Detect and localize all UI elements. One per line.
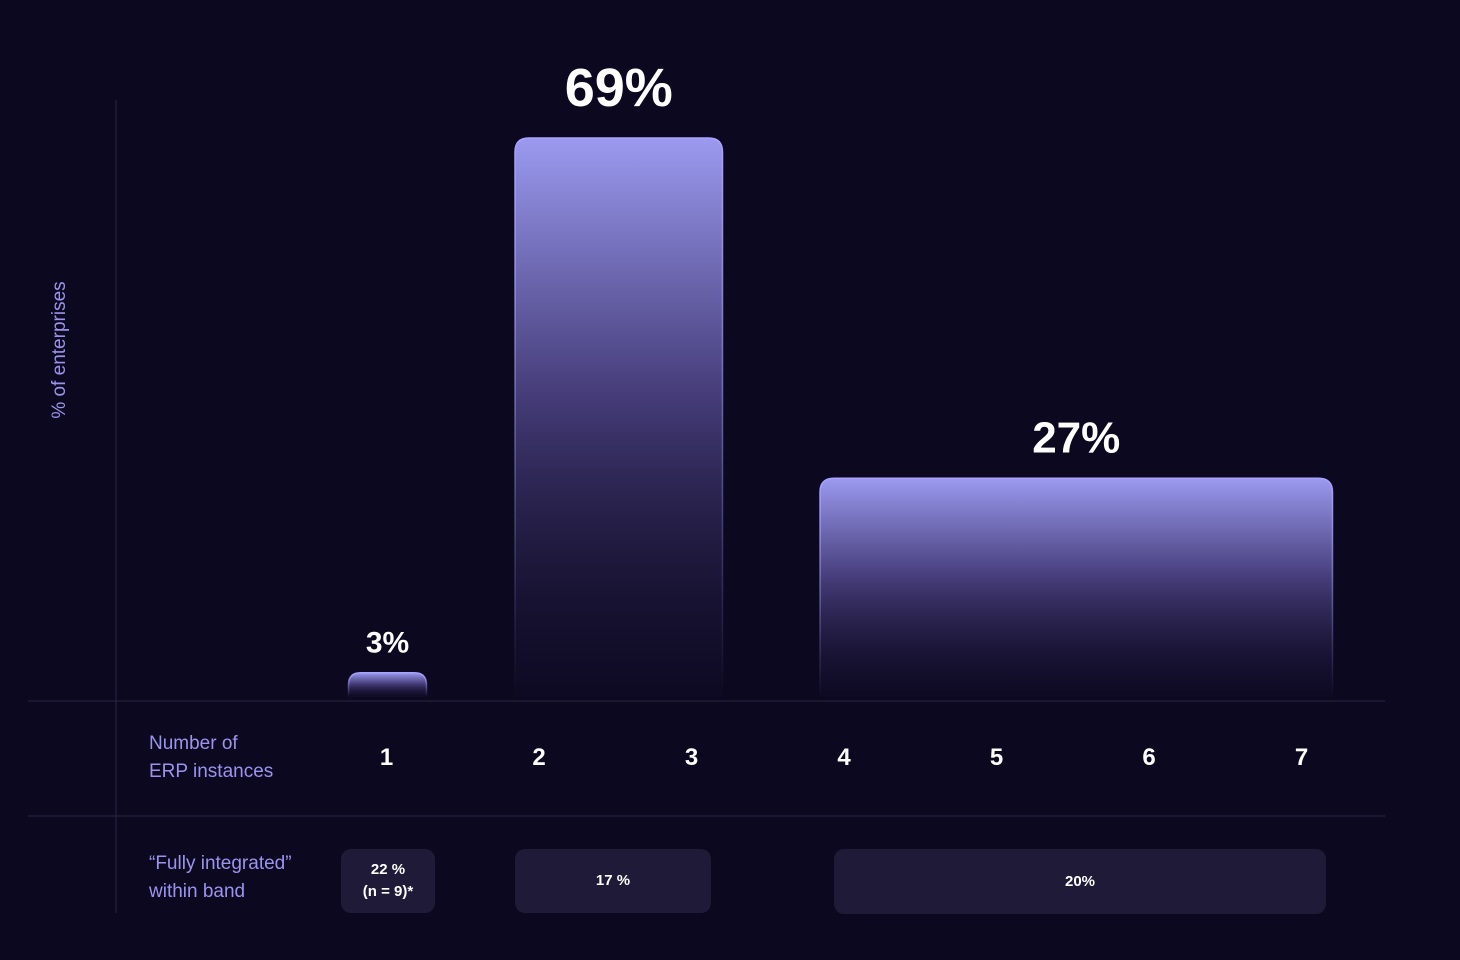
bar-value-label-3: 27% xyxy=(1032,413,1120,462)
x-tick-label-6: 6 xyxy=(1142,744,1155,771)
y-axis-label: % of enterprises xyxy=(49,281,70,419)
x-tick-label-5: 5 xyxy=(990,744,1003,771)
bar-value-label-2: 69% xyxy=(565,58,673,118)
bar-1 xyxy=(347,671,428,698)
integration-row-label: “Fully integrated” within band xyxy=(149,853,292,902)
x-tick-label-7: 7 xyxy=(1295,744,1308,771)
bar-4-7 xyxy=(819,477,1334,698)
bar-2-3 xyxy=(514,137,724,698)
bar-value-label-1: 3% xyxy=(366,627,409,660)
integration-cell-band-4-7: 20% xyxy=(834,849,1326,914)
x-tick-label-1: 1 xyxy=(380,744,393,771)
x-tick-label-4: 4 xyxy=(837,744,851,771)
x-tick-labels: 1 2 3 4 5 6 7 xyxy=(380,744,1308,771)
x-tick-label-2: 2 xyxy=(532,744,545,771)
x-axis-label: Number of ERP instances xyxy=(149,733,274,782)
x-tick-label-3: 3 xyxy=(685,744,698,771)
integration-cell-band-1: 22 % (n = 9)* xyxy=(341,849,435,913)
integration-cell-band-2-3: 17 % xyxy=(515,849,711,913)
bars: 3% 69% 27% xyxy=(347,58,1334,698)
